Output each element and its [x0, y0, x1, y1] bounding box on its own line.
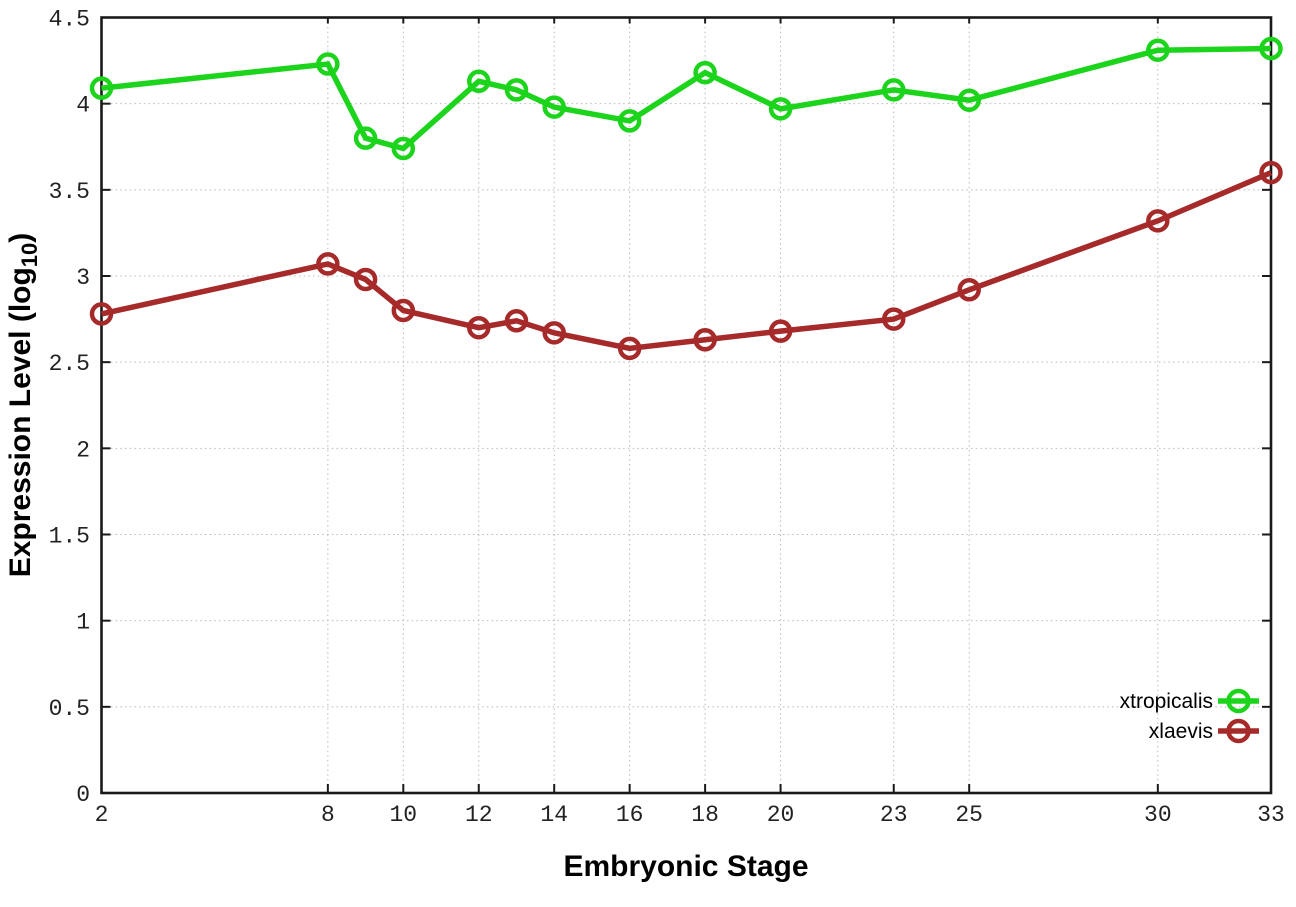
x-tick-label: 10 [390, 802, 418, 828]
data-point-xlaevis [693, 328, 717, 352]
y-tick-label: 2 [76, 437, 90, 463]
data-point-xlaevis [957, 278, 981, 302]
data-point-xlaevis [768, 319, 793, 343]
data-point-xtropicalis [617, 109, 642, 133]
x-tick-label: 12 [465, 802, 493, 828]
plot-border [100, 16, 1273, 795]
data-point-xlaevis [391, 298, 416, 323]
legend-marker-xtropicalis [1226, 688, 1251, 714]
x-tick-label: 2 [95, 802, 109, 828]
y-axis-title-close: ) [4, 233, 37, 243]
series-line-xlaevis [100, 170, 1273, 352]
data-point-xlaevis [504, 309, 529, 333]
data-point-xlaevis [89, 302, 114, 326]
legend-label-xtropicalis: xtropicalis [1120, 690, 1213, 713]
legend-marker-xlaevis [1226, 718, 1251, 744]
y-tick-label: 3.5 [49, 179, 90, 205]
x-tick-label: 14 [540, 802, 568, 828]
y-tick-label: 2.5 [49, 351, 90, 377]
data-point-xtropicalis [881, 78, 906, 102]
data-point-xtropicalis [353, 126, 378, 150]
data-point-xlaevis [1259, 160, 1283, 185]
data-point-xlaevis [542, 321, 566, 345]
data-point-xlaevis [316, 252, 340, 276]
x-axis-title: Embryonic Stage [563, 850, 808, 883]
data-point-xtropicalis [693, 60, 717, 85]
data-point-xtropicalis [1146, 38, 1170, 62]
series-line-xtropicalis [101, 45, 1272, 152]
data-point-xtropicalis [542, 95, 566, 119]
data-point-xtropicalis [504, 78, 529, 102]
plot-area: 2 8 10 12 14 16 18 20 23 25 30 33 0 0.5 1 1.5 2 2.5 3 3.5 4 4… [49, 7, 1285, 829]
data-point-xtropicalis [316, 52, 340, 76]
y-axis-title: Expression Level (log10) [4, 233, 42, 578]
data-point-xlaevis [1146, 209, 1170, 233]
x-tick-label: 18 [691, 802, 719, 828]
data-point-xtropicalis [768, 97, 793, 121]
y-tick-label: 0 [76, 782, 90, 808]
y-tick-label: 3 [76, 265, 90, 291]
x-tick-label: 8 [321, 802, 335, 828]
data-point-xlaevis [617, 336, 642, 361]
y-axis-title-subscript: 10 [17, 243, 42, 267]
y-tick-label: 4 [76, 93, 90, 119]
data-point-xtropicalis [1259, 36, 1283, 61]
data-point-xlaevis [467, 315, 491, 340]
y-tick-label: 0.5 [49, 696, 90, 722]
data-point-xtropicalis [89, 76, 114, 100]
x-tick-label: 30 [1144, 802, 1172, 828]
x-tick-label: 23 [880, 802, 908, 828]
y-tick-label: 1 [76, 610, 90, 636]
y-tick-label: 1.5 [49, 524, 90, 550]
y-axis-title-main: Expression Level (log [4, 267, 37, 577]
data-point-xtropicalis [391, 136, 416, 161]
x-tick-label: 16 [616, 802, 644, 828]
data-point-xtropicalis [957, 88, 981, 112]
x-tick-label: 25 [955, 802, 983, 828]
data-point-xlaevis [881, 307, 906, 331]
x-tick-label: 33 [1257, 802, 1285, 828]
y-tick-label: 4.5 [49, 7, 90, 33]
legend-label-xlaevis: xlaevis [1149, 720, 1213, 743]
data-point-xtropicalis [467, 69, 491, 94]
x-tick-label: 20 [767, 802, 795, 828]
data-point-xlaevis [353, 267, 378, 292]
